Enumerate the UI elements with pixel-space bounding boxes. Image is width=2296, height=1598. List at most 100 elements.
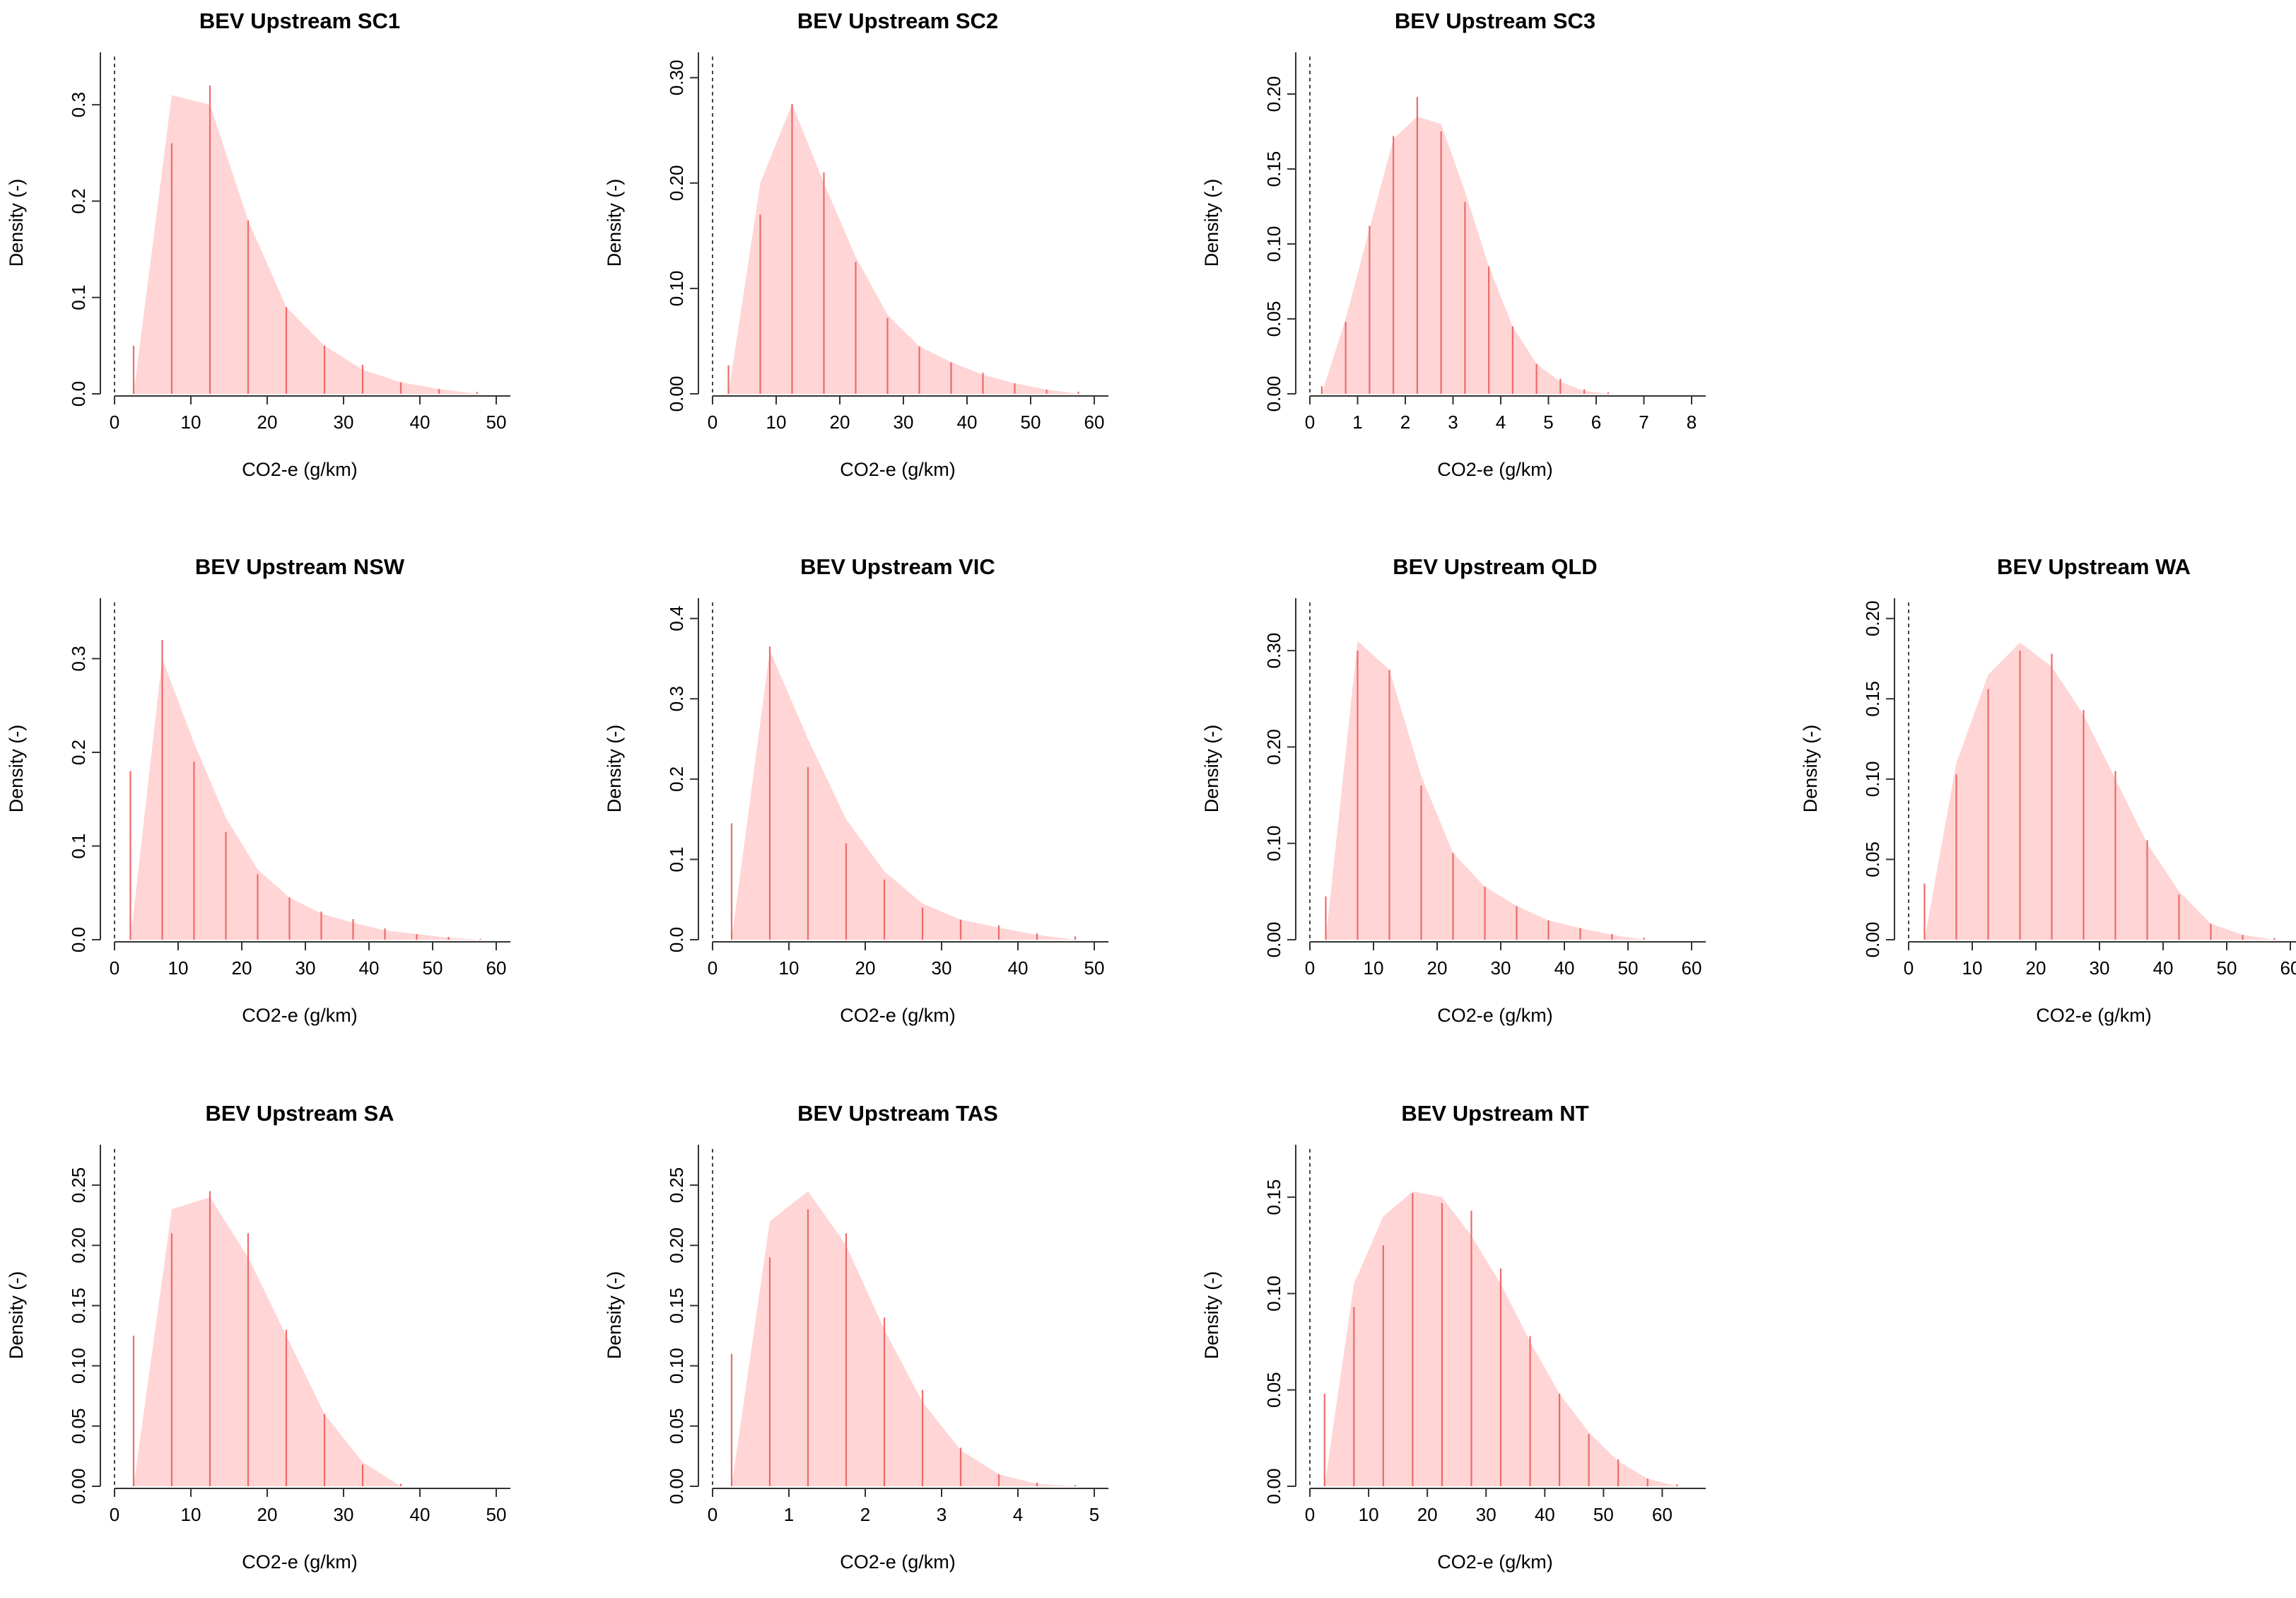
x-tick-label: 40 [410, 1504, 430, 1525]
x-tick-label: 30 [334, 1504, 354, 1525]
y-axis-label: Density (-) [1201, 725, 1222, 813]
chart-panel: 0 10 20 30 40 50 0.0 0.1 0.2 0.3 BEV Upstream SC1 C… [6, 8, 510, 480]
y-tick-label: 0.15 [666, 1288, 687, 1324]
x-tick-label: 40 [1008, 957, 1029, 979]
x-tick-label: 5 [1543, 412, 1553, 433]
chart-panel: 0 1 2 3 4 5 6 7 8 0.00 0.05 0.10 0.15 0.20 BEV Upstrea… [1201, 8, 1706, 480]
x-tick-label: 0 [1305, 957, 1315, 979]
x-tick-label: 40 [410, 412, 430, 433]
y-tick-label: 0.3 [666, 686, 687, 711]
x-tick-label: 10 [1962, 957, 1983, 979]
y-axis-label: Density (-) [604, 1271, 625, 1360]
x-tick-label: 30 [1476, 1504, 1496, 1525]
y-tick-label: 0.15 [68, 1288, 89, 1324]
density-area [130, 658, 481, 940]
y-tick-label: 0.2 [68, 740, 89, 765]
x-axis-label: CO2-e (g/km) [840, 459, 956, 480]
x-tick-label: 30 [295, 957, 316, 979]
density-area [134, 1197, 401, 1486]
y-tick-label: 0.10 [1263, 1276, 1284, 1312]
y-tick-label: 0.00 [1263, 376, 1284, 412]
y-tick-label: 0.00 [1862, 922, 1883, 958]
chart-panel: 0 10 20 30 40 50 60 0.00 0.10 0.20 0.30 BEV Upstrea… [604, 8, 1108, 480]
x-axis-label: CO2-e (g/km) [840, 1005, 956, 1026]
chart-panel: 0 10 20 30 40 50 60 0.00 0.10 0.20 0.30 BEV Upstrea… [1201, 554, 1706, 1026]
y-tick-label: 0.0 [68, 381, 89, 407]
x-tick-label: 50 [1593, 1504, 1614, 1525]
y-tick-label: 0.20 [666, 1227, 687, 1264]
panel-title: BEV Upstream SA [205, 1101, 394, 1126]
y-tick-label: 0.10 [666, 271, 687, 307]
x-tick-label: 30 [894, 412, 914, 433]
y-tick-label: 0.3 [68, 92, 89, 117]
x-tick-label: 4 [1013, 1504, 1023, 1525]
density-area [728, 104, 1079, 394]
y-tick-label: 0.00 [68, 1469, 89, 1505]
y-tick-label: 0.05 [1263, 1372, 1284, 1408]
x-tick-label: 20 [257, 1504, 278, 1525]
x-tick-label: 20 [257, 412, 278, 433]
y-tick-label: 0.20 [68, 1227, 89, 1264]
y-tick-label: 0.20 [666, 165, 687, 202]
x-axis-label: CO2-e (g/km) [1437, 1551, 1553, 1573]
panel-title: BEV Upstream SC1 [199, 8, 400, 33]
y-tick-label: 0.05 [1263, 301, 1284, 337]
x-tick-label: 0 [708, 957, 718, 979]
y-tick-label: 0.1 [68, 285, 89, 310]
panel-title: BEV Upstream QLD [1393, 554, 1597, 579]
x-tick-label: 60 [1652, 1504, 1673, 1525]
y-tick-label: 0.25 [666, 1167, 687, 1203]
x-tick-label: 8 [1687, 412, 1697, 433]
y-tick-label: 0.10 [1862, 762, 1883, 798]
x-axis-label: CO2-e (g/km) [242, 1551, 358, 1573]
panel-title: BEV Upstream SC3 [1395, 8, 1595, 33]
x-tick-label: 0 [110, 957, 119, 979]
x-tick-label: 30 [932, 957, 952, 979]
y-tick-label: 0.30 [1263, 633, 1284, 669]
y-tick-label: 0.4 [666, 606, 687, 631]
x-tick-label: 40 [1554, 957, 1575, 979]
y-tick-label: 0.0 [666, 927, 687, 952]
y-axis-label: Density (-) [1201, 1271, 1222, 1360]
y-tick-label: 0.05 [666, 1409, 687, 1445]
x-tick-label: 10 [1364, 957, 1384, 979]
x-tick-label: 3 [1448, 412, 1458, 433]
y-tick-label: 0.30 [666, 60, 687, 96]
y-tick-label: 0.10 [1263, 825, 1284, 861]
y-axis-label: Density (-) [1201, 179, 1222, 267]
x-tick-label: 0 [1305, 1504, 1315, 1525]
chart-panel: 0 10 20 30 40 50 0.0 0.1 0.2 0.3 0.4 BEV Upstream V… [604, 554, 1108, 1026]
panel-title: BEV Upstream VIC [800, 554, 995, 579]
x-tick-label: 7 [1639, 412, 1648, 433]
y-tick-label: 0.20 [1263, 76, 1284, 112]
y-axis-label: Density (-) [1800, 725, 1821, 813]
chart-panel: 0 10 20 30 40 50 60 0.00 0.05 0.10 0.15 BEV Upstrea… [1201, 1101, 1706, 1573]
x-tick-label: 50 [2217, 957, 2237, 979]
density-area [732, 1191, 1075, 1486]
y-tick-label: 0.15 [1263, 1179, 1284, 1215]
panel-title: BEV Upstream NSW [195, 554, 405, 579]
y-axis-label: Density (-) [6, 1271, 27, 1360]
y-axis-label: Density (-) [6, 725, 27, 813]
x-tick-label: 3 [937, 1504, 947, 1525]
x-tick-label: 10 [779, 957, 800, 979]
x-axis-label: CO2-e (g/km) [242, 1005, 358, 1026]
panel-title: BEV Upstream SC2 [797, 8, 998, 33]
x-tick-label: 60 [1084, 412, 1105, 433]
x-tick-label: 50 [1618, 957, 1639, 979]
y-tick-label: 0.1 [666, 846, 687, 872]
x-tick-label: 0 [110, 1504, 119, 1525]
x-tick-label: 0 [1305, 412, 1315, 433]
x-tick-label: 20 [2026, 957, 2046, 979]
x-tick-label: 60 [1682, 957, 1702, 979]
x-tick-label: 10 [1359, 1504, 1379, 1525]
y-tick-label: 0.10 [1263, 226, 1284, 262]
density-area [1924, 642, 2275, 940]
y-tick-label: 0.05 [68, 1409, 89, 1445]
x-tick-label: 40 [957, 412, 978, 433]
x-tick-label: 50 [423, 957, 443, 979]
y-tick-label: 0.1 [68, 833, 89, 858]
chart-panel: 0 10 20 30 40 50 60 0.00 0.05 0.10 0.15 0.20 BEV Ups… [1800, 554, 2296, 1026]
chart-panel: 0 1 2 3 4 5 0.00 0.05 0.10 0.15 0.20 0.25 BEV Upstre… [604, 1101, 1108, 1573]
x-tick-label: 50 [1021, 412, 1041, 433]
